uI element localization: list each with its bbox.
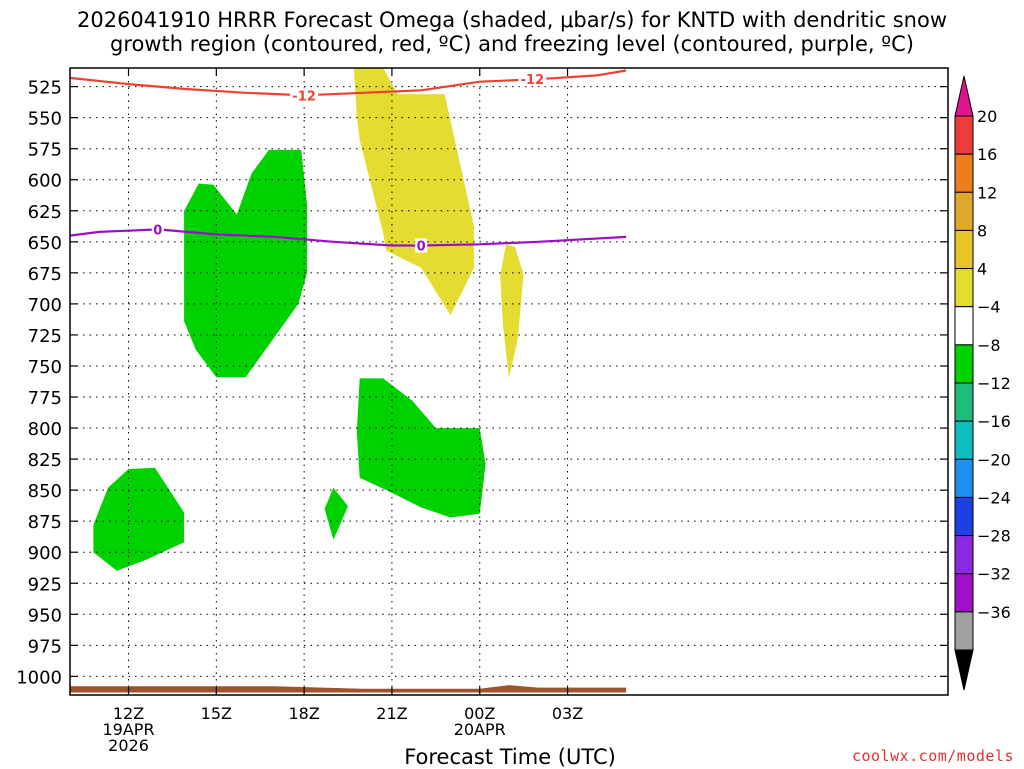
chart-title-line-2: growth region (contoured, red, ºC) and f… xyxy=(110,32,914,56)
plot-area: -12 -12 0 0 xyxy=(70,68,948,695)
colorbar-label-1: 16 xyxy=(977,145,997,164)
y-tick-label-950: 950 xyxy=(28,605,62,626)
omega-region-3 xyxy=(356,378,486,518)
x-tick-label-18Z-0: 18Z xyxy=(288,704,319,723)
contour-label-2: 0 xyxy=(153,223,162,238)
y-tick-label-625: 625 xyxy=(28,202,62,223)
omega-region-2 xyxy=(184,149,308,378)
contour-label-bg-3 xyxy=(415,238,428,253)
colorbar-swatch-11 xyxy=(954,535,974,575)
colorbar-label-5: −4 xyxy=(977,298,1001,317)
contour-label-bg-0 xyxy=(290,88,319,103)
x-tick-label-12Z-2: 2026 xyxy=(108,736,149,755)
colorbar-swatch-2 xyxy=(954,191,974,231)
y-tick-label-700: 700 xyxy=(28,295,62,316)
x-tick-label-21Z-0: 21Z xyxy=(376,704,407,723)
y-tick-label-900: 900 xyxy=(28,543,62,564)
contour-label-bg-1 xyxy=(518,72,547,87)
colorbar-swatch-1 xyxy=(954,153,974,193)
y-tick-label-850: 850 xyxy=(28,481,62,502)
y-tick-label-575: 575 xyxy=(28,140,62,161)
omega-region-5 xyxy=(324,487,348,540)
y-tick-label-875: 875 xyxy=(28,512,62,533)
contour-line-freezing-0 xyxy=(70,228,627,247)
contour-label-bg-2 xyxy=(151,222,164,237)
colorbar-swatch-7 xyxy=(954,382,974,422)
colorbar-swatch-12 xyxy=(954,573,974,613)
chart-title-line-1: 2026041910 HRRR Forecast Omega (shaded, … xyxy=(76,8,947,32)
chart-title: 2026041910 HRRR Forecast Omega (shaded, … xyxy=(0,8,1024,56)
colorbar-label-6: −8 xyxy=(977,336,1001,355)
y-tick-label-800: 800 xyxy=(28,419,62,440)
x-tick-label-12Z-1: 19APR xyxy=(102,720,154,739)
x-tick-label-00Z-1: 20APR xyxy=(454,720,506,739)
colorbar-label-4: 4 xyxy=(977,260,987,279)
colorbar-label-7: −12 xyxy=(977,374,1011,393)
y-tick-label-525: 525 xyxy=(28,78,62,99)
colorbar-label-13: −36 xyxy=(977,603,1011,622)
x-tick-label-12Z-0: 12Z xyxy=(113,704,144,723)
y-tick-label-650: 650 xyxy=(28,233,62,254)
y-tick-label-925: 925 xyxy=(28,574,62,595)
colorbar-label-9: −20 xyxy=(977,450,1011,469)
contour-label-3: 0 xyxy=(417,240,426,255)
contour-line-dgz-minus12 xyxy=(70,69,627,97)
credit-text: coolwx.com/models xyxy=(851,747,1014,765)
y-tick-label-550: 550 xyxy=(28,109,62,130)
colorbar-swatch-8 xyxy=(954,420,974,460)
colorbar-swatch-4 xyxy=(954,268,974,308)
y-tick-label-775: 775 xyxy=(28,388,62,409)
y-tick-label-600: 600 xyxy=(28,171,62,192)
colorbar-swatch-13 xyxy=(954,611,974,651)
x-tick-label-00Z-0: 00Z xyxy=(464,704,495,723)
colorbar-label-12: −32 xyxy=(977,565,1011,584)
plot-frame xyxy=(69,67,949,696)
colorbar-swatch-3 xyxy=(954,229,974,270)
colorbar-label-3: 8 xyxy=(977,221,987,240)
colorbar-swatch-0 xyxy=(954,115,974,155)
colorbar-label-8: −16 xyxy=(977,412,1011,431)
colorbar-swatch-10 xyxy=(954,496,974,537)
colorbar-label-2: 12 xyxy=(977,183,997,202)
y-tick-label-675: 675 xyxy=(28,264,62,285)
colorbar-label-0: 20 xyxy=(977,107,997,126)
x-tick-label-15Z-0: 15Z xyxy=(201,704,232,723)
y-tick-label-975: 975 xyxy=(28,636,62,657)
colorbar-bottom-arrow xyxy=(954,649,974,691)
colorbar-label-11: −28 xyxy=(977,527,1011,546)
contour-label-0: -12 xyxy=(292,89,316,104)
terrain-band xyxy=(70,685,627,693)
contour-label-1: -12 xyxy=(521,73,545,88)
colorbar-top-arrow xyxy=(954,75,974,117)
colorbar-label-10: −24 xyxy=(977,488,1011,507)
omega-region-1 xyxy=(500,244,524,379)
colorbar-swatch-5 xyxy=(954,306,974,346)
colorbar-swatch-6 xyxy=(954,344,974,384)
y-tick-label-825: 825 xyxy=(28,450,62,471)
omega-region-4 xyxy=(93,467,185,571)
x-tick-label-03Z-0: 03Z xyxy=(552,704,583,723)
y-tick-label-1000: 1000 xyxy=(16,667,62,688)
omega-region-0 xyxy=(353,68,474,316)
x-axis-label: Forecast Time (UTC) xyxy=(404,745,616,769)
y-tick-label-725: 725 xyxy=(28,326,62,347)
y-tick-label-750: 750 xyxy=(28,357,62,378)
colorbar-swatch-9 xyxy=(954,458,974,498)
